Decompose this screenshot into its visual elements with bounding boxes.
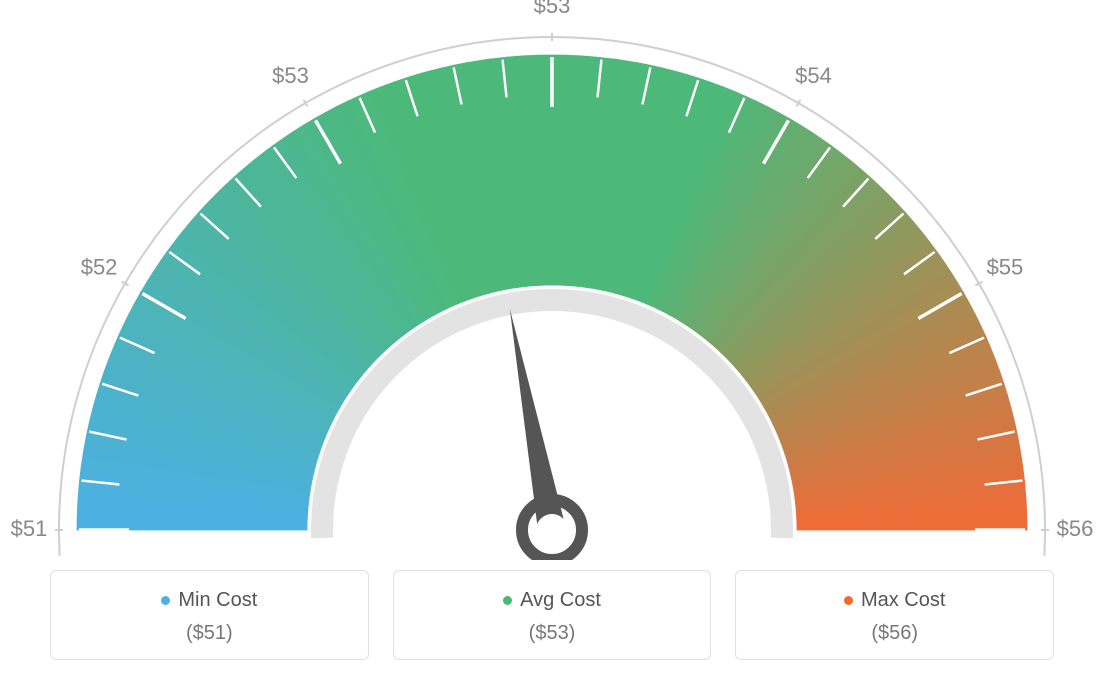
legend-max-label: Max Cost [746,589,1043,612]
dot-icon [503,596,512,605]
dot-icon [844,596,853,605]
legend-min-label-text: Min Cost [178,589,257,611]
tick-label: $55 [987,254,1024,279]
legend-min: Min Cost ($51) [50,570,369,660]
cost-gauge: $51 $52 $53 $53 $54 $55 $56 [0,0,1104,560]
legend-row: Min Cost ($51) Avg Cost ($53) Max Cost (… [50,570,1054,660]
legend-avg-value: ($53) [404,622,701,645]
legend-max-label-text: Max Cost [861,589,945,611]
tick-label: $51 [11,516,48,541]
legend-avg: Avg Cost ($53) [393,570,712,660]
legend-avg-label: Avg Cost [404,589,701,612]
legend-min-label: Min Cost [61,589,358,612]
legend-min-value: ($51) [61,622,358,645]
tick-label: $54 [795,63,832,88]
legend-max-value: ($56) [746,622,1043,645]
tick-label: $52 [81,254,118,279]
dot-icon [161,596,170,605]
legend-avg-label-text: Avg Cost [520,589,601,611]
tick-label: $53 [272,63,309,88]
needle-hub-inner [536,514,568,546]
legend-max: Max Cost ($56) [735,570,1054,660]
tick-label: $53 [534,0,571,18]
tick-label: $56 [1057,516,1094,541]
